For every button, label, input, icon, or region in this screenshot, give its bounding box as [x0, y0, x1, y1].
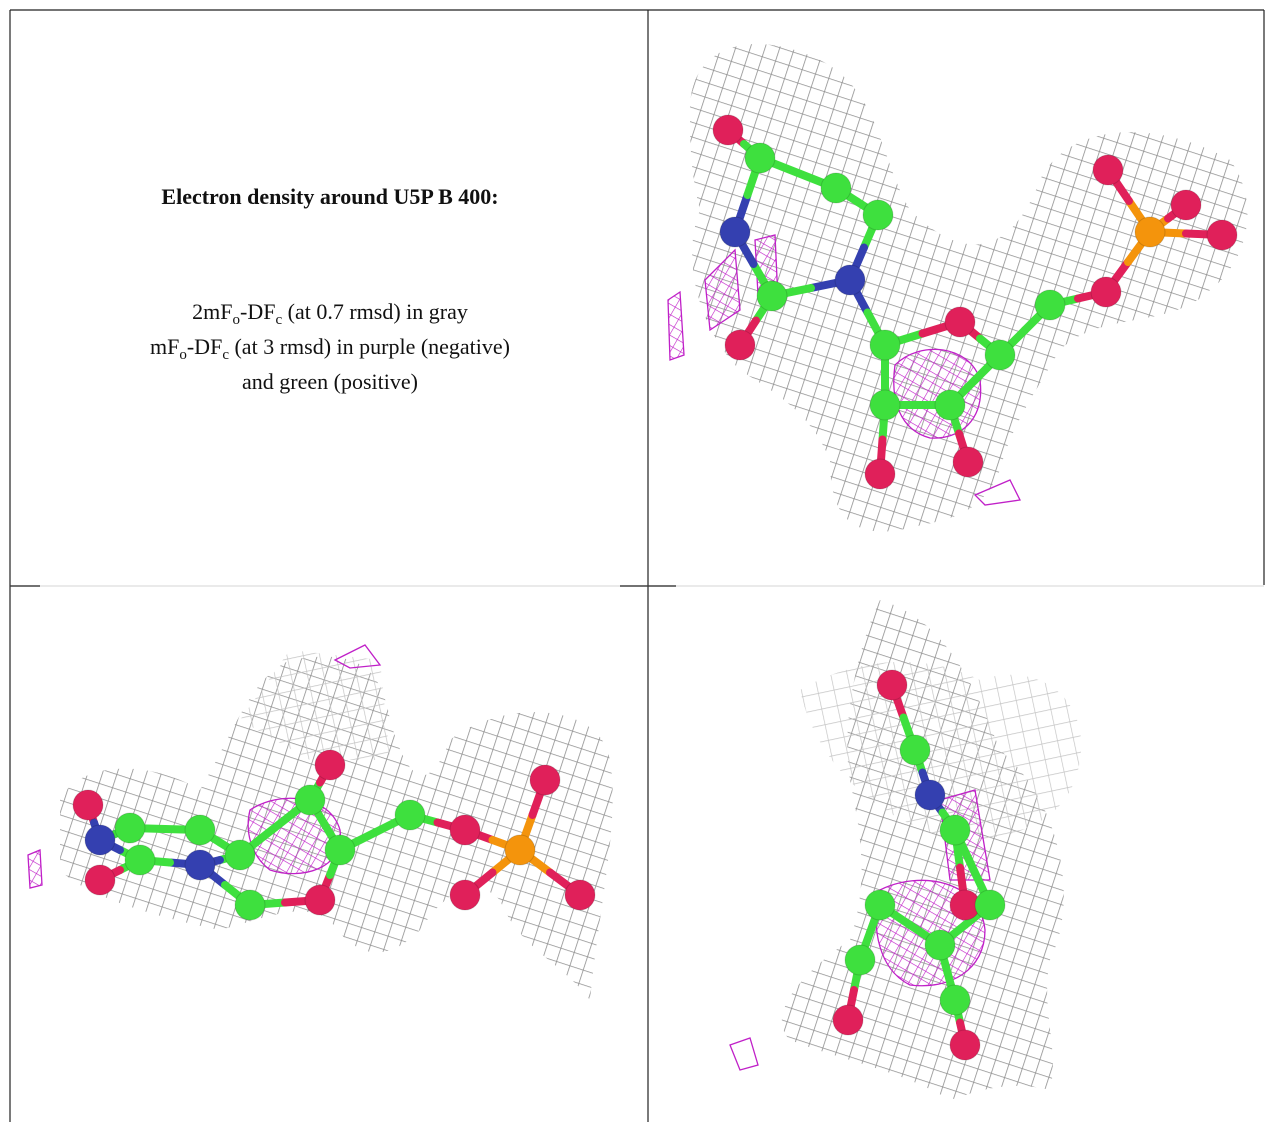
atom: [870, 330, 900, 360]
atom: [85, 865, 115, 895]
page-body: Electron density around U5P B 400: 2mFo-…: [0, 0, 1275, 1124]
atom: [950, 1030, 980, 1060]
atom: [757, 281, 787, 311]
atom: [863, 200, 893, 230]
atom: [125, 845, 155, 875]
atom: [975, 890, 1005, 920]
atom: [945, 307, 975, 337]
caption-text: and green (positive): [242, 369, 418, 394]
caption-text: (at 3 rmsd) in purple (negative): [229, 334, 510, 359]
atom: [325, 835, 355, 865]
atom: [985, 340, 1015, 370]
atom: [845, 945, 875, 975]
atom: [865, 459, 895, 489]
atom: [1135, 217, 1165, 247]
atom: [925, 930, 955, 960]
caption-text: mF: [150, 334, 179, 359]
atom: [115, 813, 145, 843]
atom: [505, 835, 535, 865]
atom: [870, 390, 900, 420]
figure-title: Electron density around U5P B 400:: [12, 184, 648, 210]
atom: [720, 217, 750, 247]
atom: [833, 1005, 863, 1035]
atom: [725, 330, 755, 360]
atom: [940, 815, 970, 845]
atom: [1035, 290, 1065, 320]
atom: [295, 785, 325, 815]
atom: [85, 825, 115, 855]
atom: [1093, 155, 1123, 185]
page: Electron density figure {"header": {"tit…: [0, 0, 1275, 1124]
atom: [1091, 277, 1121, 307]
atom: [225, 840, 255, 870]
atom: [450, 815, 480, 845]
atom: [185, 850, 215, 880]
atom: [565, 880, 595, 910]
atom: [305, 885, 335, 915]
atom: [953, 447, 983, 477]
caption-text: 2mF: [192, 299, 232, 324]
atom: [915, 780, 945, 810]
text-cell: Electron density around U5P B 400: 2mFo-…: [12, 12, 648, 584]
caption-line: mFo-DFc (at 3 rmsd) in purple (negative): [12, 329, 648, 364]
atom: [185, 815, 215, 845]
atom: [745, 143, 775, 173]
caption-line: and green (positive): [12, 364, 648, 399]
caption-text: -DF: [187, 334, 222, 359]
atom: [73, 790, 103, 820]
atom: [530, 765, 560, 795]
atom: [395, 800, 425, 830]
caption-text: -DF: [240, 299, 275, 324]
atom: [235, 890, 265, 920]
atom: [865, 890, 895, 920]
caption-line: 2mFo-DFc (at 0.7 rmsd) in gray: [12, 294, 648, 329]
atom: [940, 985, 970, 1015]
atom: [713, 115, 743, 145]
atom: [935, 390, 965, 420]
atom: [450, 880, 480, 910]
subscript: o: [179, 347, 187, 363]
subscript: c: [222, 347, 229, 363]
atom: [877, 670, 907, 700]
atom: [1207, 220, 1237, 250]
atom: [315, 750, 345, 780]
atom: [835, 265, 865, 295]
caption-text: (at 0.7 rmsd) in gray: [282, 299, 468, 324]
subscript: o: [233, 312, 241, 328]
atom: [821, 173, 851, 203]
atom: [900, 735, 930, 765]
atom: [1171, 190, 1201, 220]
